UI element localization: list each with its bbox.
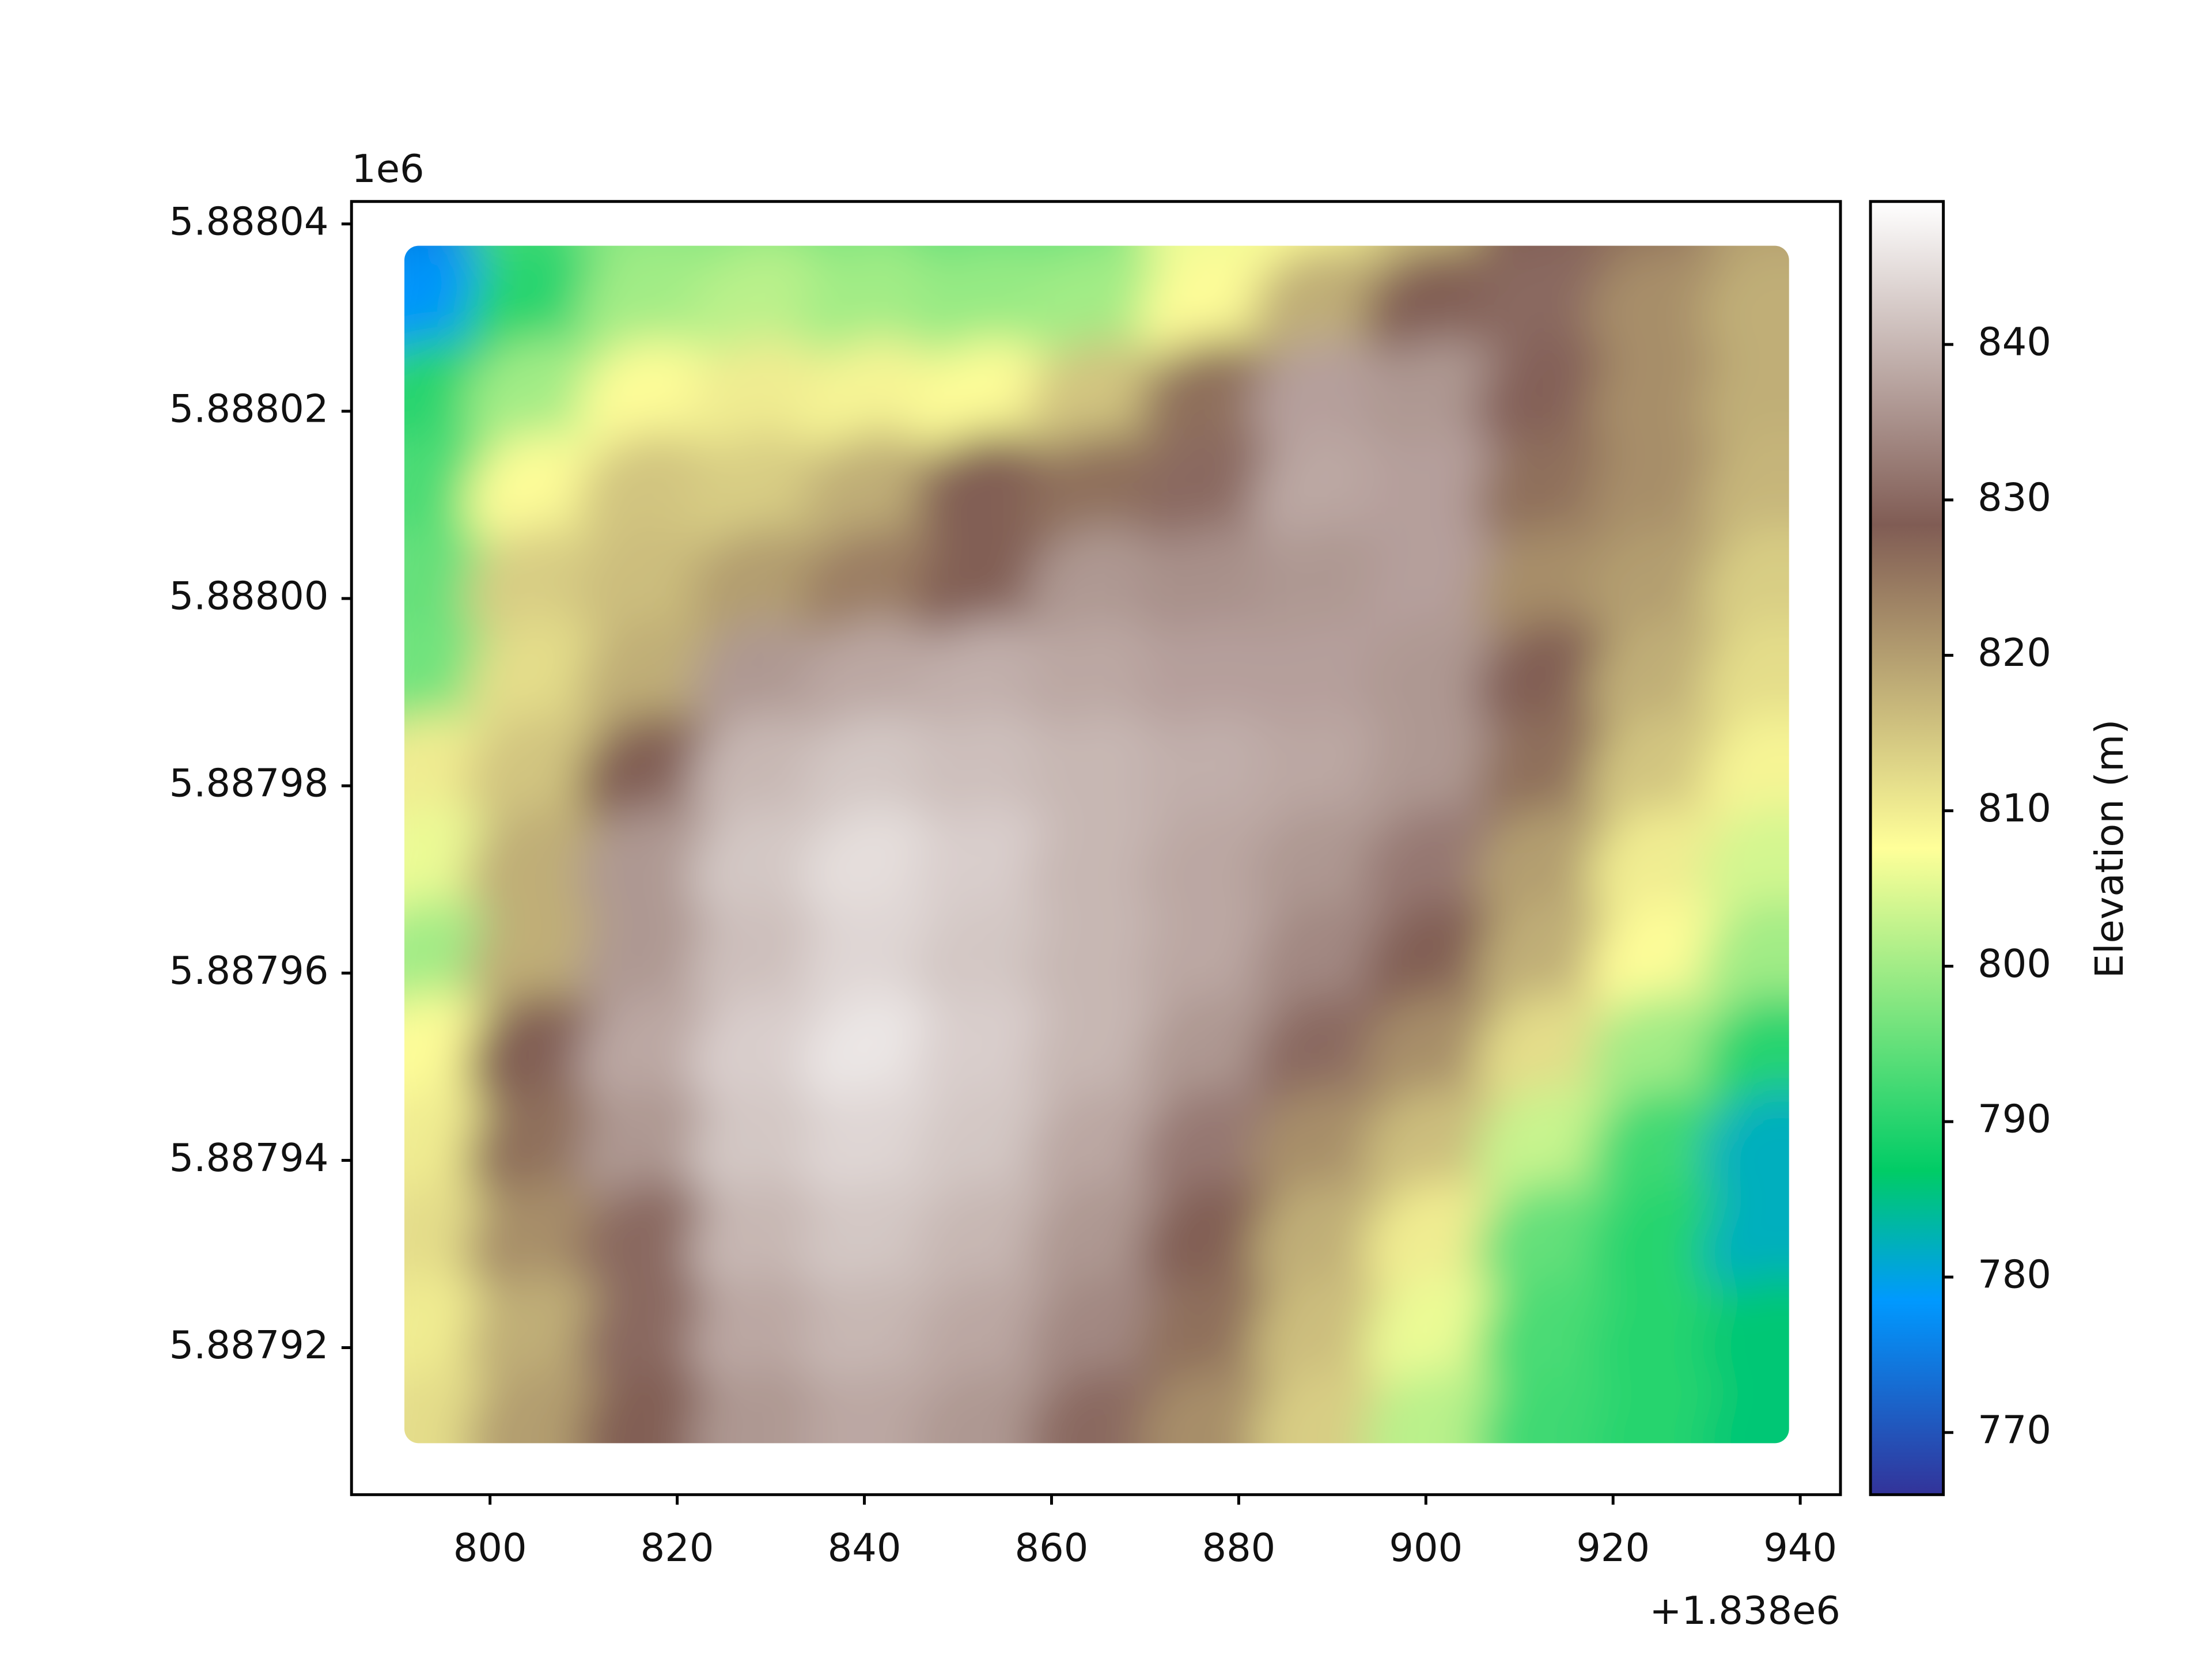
colorbar-tick-label: 820	[1978, 630, 2051, 675]
plot-clip	[404, 245, 1789, 1444]
point	[690, 1368, 852, 1444]
x-tick-label: 900	[1389, 1525, 1463, 1570]
y-tick-label: 5.88796	[169, 948, 329, 993]
point	[1363, 1368, 1526, 1444]
point	[465, 1368, 627, 1444]
x-tick-label: 800	[453, 1525, 527, 1570]
x-tick-label: 920	[1576, 1525, 1650, 1570]
colorbar-tick-label: 840	[1978, 320, 2051, 365]
x-tick-label: 940	[1763, 1525, 1837, 1570]
colorbar-tick-label: 810	[1978, 786, 2051, 831]
point	[1700, 1368, 1789, 1444]
colorbar	[1870, 201, 1944, 1495]
point	[1027, 1368, 1189, 1444]
points	[404, 245, 1789, 1444]
point	[1476, 1368, 1638, 1444]
y-tick-label: 5.88792	[169, 1323, 329, 1368]
point	[1251, 1368, 1414, 1444]
colorbar-tick-label: 800	[1978, 941, 2051, 986]
colorbar-tick-label: 790	[1978, 1097, 2051, 1142]
x-tick-label: 840	[828, 1525, 902, 1570]
point	[1139, 1368, 1301, 1444]
y-tick-label: 5.88794	[169, 1135, 329, 1180]
colorbar-tick-label: 770	[1978, 1407, 2051, 1452]
x-tick-label: 860	[1015, 1525, 1089, 1570]
colorbar-tick-label: 780	[1978, 1252, 2051, 1297]
colorbar-tick-label: 830	[1978, 475, 2051, 520]
y-tick-label: 5.88800	[169, 574, 329, 619]
y-tick-label: 5.88798	[169, 761, 329, 806]
x-offset-label: +1.838e6	[1649, 1588, 1840, 1633]
x-tick-label: 820	[641, 1525, 714, 1570]
point	[914, 1368, 1077, 1444]
colorbar-frame	[1869, 200, 1945, 1497]
colorbar-label: Elevation (m)	[2087, 719, 2132, 979]
x-tick-label: 880	[1202, 1525, 1275, 1570]
y-tick-label: 5.88802	[169, 386, 329, 431]
axes-frame	[350, 200, 1842, 1497]
y-offset-label: 1e6	[351, 146, 424, 191]
point	[1588, 1368, 1751, 1444]
point	[577, 1368, 740, 1444]
point	[802, 1368, 964, 1444]
point	[404, 1368, 515, 1444]
y-tick-label: 5.88804	[169, 199, 329, 244]
